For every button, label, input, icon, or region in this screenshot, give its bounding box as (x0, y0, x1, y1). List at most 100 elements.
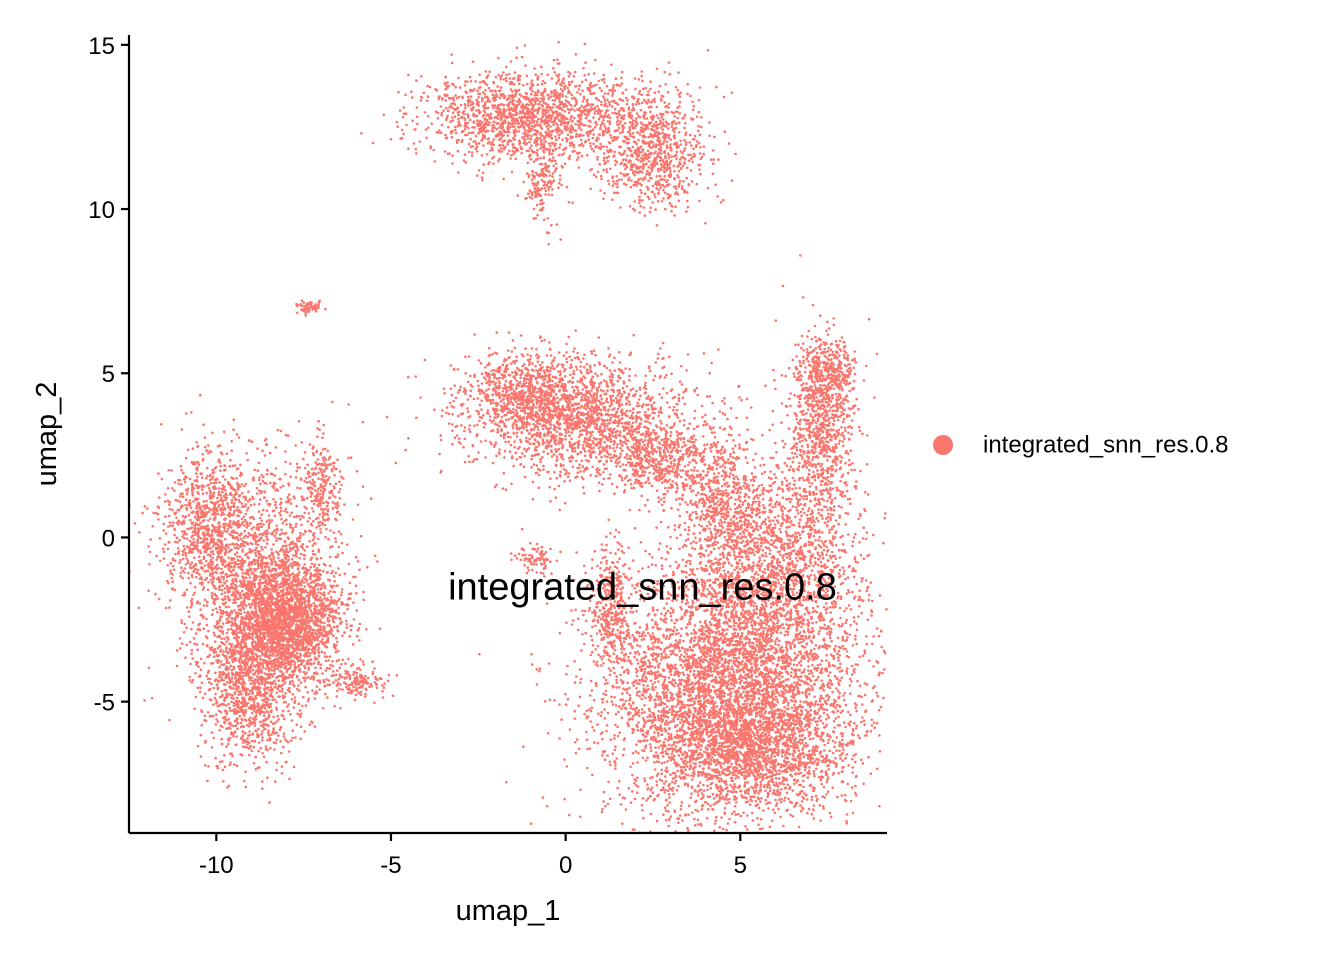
scatter-point (837, 659, 840, 662)
scatter-point (579, 789, 582, 792)
scatter-point (601, 808, 604, 811)
scatter-point (591, 726, 594, 729)
scatter-point (635, 610, 638, 613)
scatter-point (713, 728, 716, 731)
scatter-point (849, 684, 852, 687)
scatter-point (750, 662, 753, 665)
scatter-point (819, 663, 822, 666)
scatter-point (614, 767, 617, 770)
scatter-point (792, 691, 795, 694)
scatter-point (647, 659, 650, 662)
scatter-point (644, 668, 647, 671)
scatter-point (805, 709, 808, 712)
scatter-point (732, 687, 735, 690)
scatter-point (871, 724, 874, 727)
scatter-point (884, 652, 887, 655)
scatter-point (845, 820, 848, 823)
scatter-point (623, 748, 626, 751)
scatter-point (798, 826, 801, 829)
scatter-point (831, 691, 834, 694)
scatter-point (625, 808, 628, 811)
scatter-point (875, 691, 878, 694)
scatter-point (642, 684, 645, 687)
scatter-point (597, 742, 600, 745)
scatter-point (703, 633, 706, 636)
scatter-point (822, 618, 825, 621)
scatter-point (568, 814, 571, 817)
scatter-point (712, 793, 715, 796)
scatter-point (544, 700, 547, 703)
scatter-point (724, 612, 727, 615)
scatter-point (665, 653, 668, 656)
scatter-point (772, 698, 775, 701)
scatter-point (549, 699, 552, 702)
scatter-point (686, 632, 689, 635)
scatter-point (650, 680, 653, 683)
scatter-point (719, 698, 722, 701)
scatter-point (826, 632, 829, 635)
scatter-point (808, 635, 811, 638)
scatter-point (641, 635, 644, 638)
scatter-point (642, 817, 645, 820)
scatter-point (708, 640, 711, 643)
scatter-point (852, 812, 855, 815)
scatter-point (804, 652, 807, 655)
scatter-point (663, 650, 666, 653)
scatter-point (797, 687, 800, 690)
scatter-point (803, 631, 806, 634)
scatter-point (827, 768, 830, 771)
scatter-point (630, 801, 633, 804)
scatter-point (759, 781, 762, 784)
scatter-point (682, 666, 685, 669)
scatter-point (769, 675, 772, 678)
scatter-point (660, 698, 663, 701)
scatter-point (698, 636, 701, 639)
scatter-point (717, 666, 720, 669)
scatter-point (799, 700, 802, 703)
scatter-point (593, 741, 596, 744)
scatter-point (828, 664, 831, 667)
scatter-point (670, 615, 673, 618)
scatter-point (789, 814, 792, 817)
scatter-point (654, 671, 657, 674)
scatter-point (864, 682, 867, 685)
scatter-point (780, 651, 783, 654)
scatter-point (660, 734, 663, 737)
scatter-point (786, 652, 789, 655)
scatter-point (681, 703, 684, 706)
scatter-point (717, 640, 720, 643)
scatter-point (589, 694, 592, 697)
scatter-point (662, 755, 665, 758)
scatter-point (586, 748, 589, 751)
scatter-point (774, 640, 777, 643)
scatter-point (813, 653, 816, 656)
scatter-point (612, 661, 615, 664)
scatter-point (691, 637, 694, 640)
scatter-point (697, 819, 700, 822)
scatter-point (767, 683, 770, 686)
scatter-point (790, 647, 793, 650)
scatter-point (675, 705, 678, 708)
scatter-point (715, 816, 718, 819)
scatter-point (677, 691, 680, 694)
scatter-point (638, 635, 641, 638)
scatter-point (866, 643, 869, 646)
scatter-point (854, 635, 857, 638)
scatter-point (675, 639, 678, 642)
scatter-point (739, 677, 742, 680)
scatter-point (727, 668, 730, 671)
scatter-point (762, 759, 765, 762)
scatter-point (677, 703, 680, 706)
scatter-point (634, 798, 637, 801)
scatter-point (731, 665, 734, 668)
scatter-point (724, 680, 727, 683)
scatter-point (758, 650, 761, 653)
scatter-point (620, 679, 623, 682)
scatter-point (838, 654, 841, 657)
scatter-point (807, 660, 810, 663)
scatter-point (746, 814, 749, 817)
scatter-point (686, 827, 689, 830)
scatter-point (746, 657, 749, 660)
scatter-point (647, 688, 650, 691)
scatter-point (836, 736, 839, 739)
